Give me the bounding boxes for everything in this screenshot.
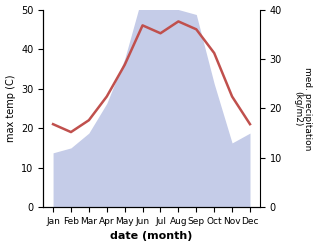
Y-axis label: max temp (C): max temp (C): [5, 75, 16, 142]
X-axis label: date (month): date (month): [110, 231, 193, 242]
Y-axis label: med. precipitation
(kg/m2): med. precipitation (kg/m2): [293, 67, 313, 150]
